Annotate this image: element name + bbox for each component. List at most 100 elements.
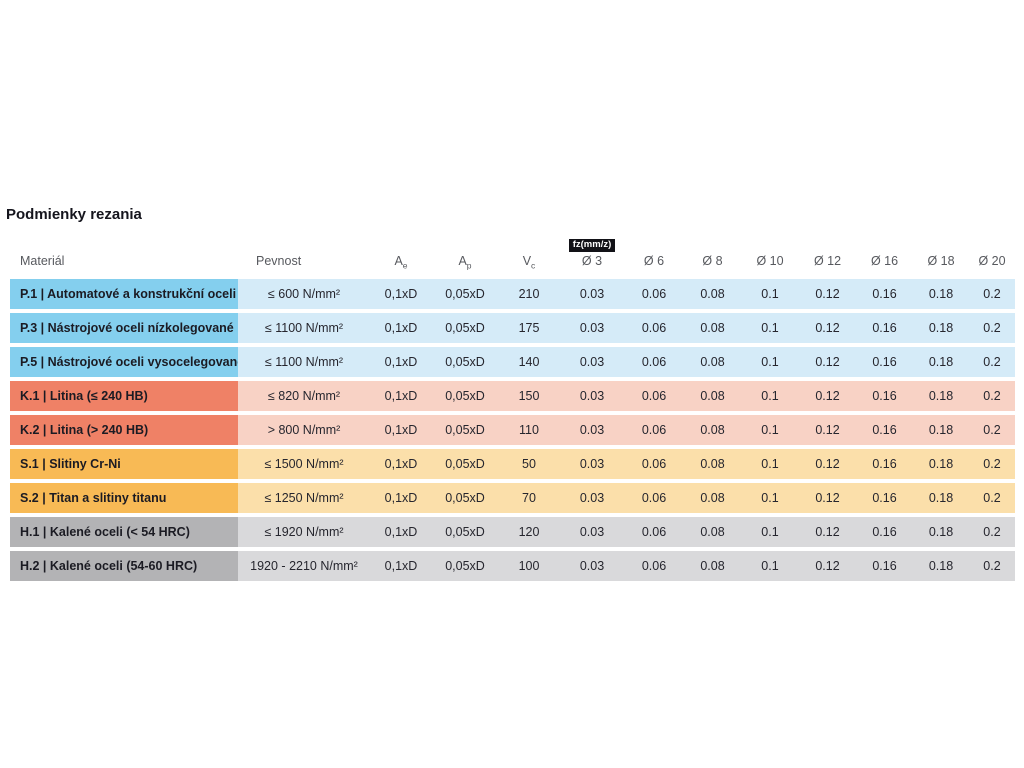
value-cell: 0.1 [741,347,799,377]
value-cell: 0,05xD [432,347,498,377]
value-cell: 0,05xD [432,551,498,581]
value-cell: 0.08 [684,449,741,479]
value-cell: 0.06 [624,381,684,411]
value-cell: 0.16 [856,313,913,343]
material-cell: P.5 | Nástrojové oceli vysocelegované [10,347,238,377]
value-cell: 0.2 [969,517,1015,547]
header-d20: Ø 20 [978,254,1006,268]
header-vc-sub: c [531,260,536,271]
value-cell: 0.2 [969,313,1015,343]
value-cell: 0.18 [913,517,969,547]
value-cell: 100 [498,551,560,581]
value-cell: 0.18 [913,313,969,343]
value-cell: 0.06 [624,449,684,479]
value-cell: 0,05xD [432,415,498,445]
value-cell: 0.18 [913,415,969,445]
header-d10: Ø 10 [756,254,784,268]
value-cell: 0.06 [624,279,684,309]
value-cell: 0,1xD [370,313,432,343]
value-cell: 0.03 [560,347,624,377]
value-cell: 0.2 [969,381,1015,411]
value-cell: 110 [498,415,560,445]
material-cell: H.2 | Kalené oceli (54-60 HRC) [10,551,238,581]
material-cell: K.1 | Litina (≤ 240 HB) [10,381,238,411]
pevnost-cell: ≤ 600 N/mm² [238,279,370,309]
value-cell: 0,1xD [370,381,432,411]
header-vc-base: V [522,254,532,268]
value-cell: 0.2 [969,415,1015,445]
header-ap: Ap [432,236,498,275]
value-cell: 120 [498,517,560,547]
material-cell: K.2 | Litina (> 240 HB) [10,415,238,445]
page-title: Podmienky rezania [6,206,142,223]
value-cell: 0.18 [913,279,969,309]
value-cell: 0.08 [684,517,741,547]
value-cell: 0.2 [969,449,1015,479]
header-row: Materiál Pevnost Ae Ap Vc fz(mm/z) Ø 3 Ø… [10,236,1015,275]
value-cell: 0.06 [624,517,684,547]
value-cell: 0,1xD [370,551,432,581]
table-row: H.1 | Kalené oceli (< 54 HRC) ≤ 1920 N/mm… [10,517,1015,547]
header-d6: Ø 6 [643,254,665,268]
value-cell: 0.03 [560,381,624,411]
table-row: H.2 | Kalené oceli (54-60 HRC) 1920 - 221… [10,551,1015,581]
value-cell: 0.06 [624,313,684,343]
table-row: K.1 | Litina (≤ 240 HB) ≤ 820 N/mm² 0,1xD 0… [10,381,1015,411]
material-cell: S.2 | Titan a slitiny titanu [10,483,238,513]
value-cell: 0.16 [856,279,913,309]
header-d12: Ø 12 [813,254,842,268]
value-cell: 0.16 [856,517,913,547]
value-cell: 0.18 [913,483,969,513]
value-cell: 0.16 [856,551,913,581]
value-cell: 0.1 [741,415,799,445]
value-cell: 0.08 [684,415,741,445]
value-cell: 0.1 [741,449,799,479]
value-cell: 0.08 [684,347,741,377]
table-row: S.2 | Titan a slitiny titanu ≤ 1250 N/mm²… [10,483,1015,513]
value-cell: 140 [498,347,560,377]
value-cell: 0,1xD [370,449,432,479]
value-cell: 0.03 [560,449,624,479]
header-ap-base: A [458,254,467,268]
value-cell: 0,05xD [432,279,498,309]
value-cell: 0.08 [684,313,741,343]
value-cell: 0.12 [799,483,856,513]
table-row: P.5 | Nástrojové oceli vysocelegované ≤ 1… [10,347,1015,377]
material-cell: P.3 | Nástrojové oceli nízkolegované [10,313,238,343]
header-ae-sub: e [402,260,408,271]
value-cell: 0,05xD [432,313,498,343]
value-cell: 0.16 [856,347,913,377]
value-cell: 0.03 [560,517,624,547]
value-cell: 0.06 [624,551,684,581]
value-cell: 0.06 [624,347,684,377]
value-cell: 0.18 [913,381,969,411]
table-row: K.2 | Litina (> 240 HB) > 800 N/mm² 0,1xD 0… [10,415,1015,445]
value-cell: 0.2 [969,483,1015,513]
value-cell: 0.12 [799,449,856,479]
pevnost-cell: ≤ 1250 N/mm² [238,483,370,513]
table-body: P.1 | Automatové a konstrukční oceli ≤ 60… [10,279,1015,581]
value-cell: 0.03 [560,313,624,343]
value-cell: 0,1xD [370,483,432,513]
value-cell: 0.1 [741,483,799,513]
value-cell: 0.08 [684,483,741,513]
value-cell: 0.1 [741,381,799,411]
value-cell: 0.12 [799,313,856,343]
value-cell: 0,1xD [370,279,432,309]
value-cell: 0.08 [684,279,741,309]
value-cell: 0.1 [741,551,799,581]
value-cell: 0.16 [856,415,913,445]
fz-unit-badge: fz(mm/z) [568,239,616,252]
value-cell: 0.2 [969,279,1015,309]
header-ap-sub: p [466,260,472,271]
value-cell: 0.16 [856,449,913,479]
material-cell: P.1 | Automatové a konstrukční oceli [10,279,238,309]
value-cell: 0.03 [560,483,624,513]
value-cell: 0,1xD [370,415,432,445]
value-cell: 0,05xD [432,483,498,513]
header-d8: Ø 8 [702,254,723,268]
value-cell: 0.03 [560,415,624,445]
table-row: S.1 | Slitiny Cr-Ni ≤ 1500 N/mm² 0,1xD 0,05… [10,449,1015,479]
value-cell: 50 [498,449,560,479]
